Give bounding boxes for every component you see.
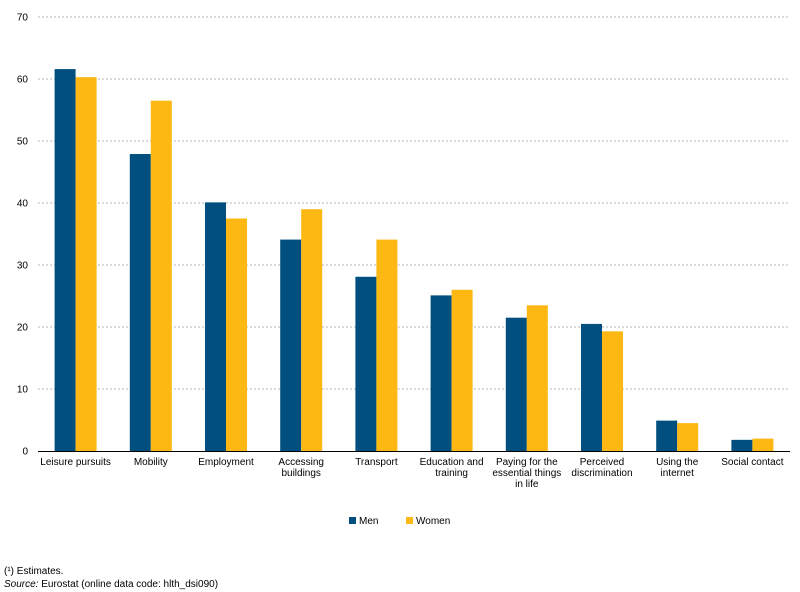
x-tick-label-line: Perceived (580, 457, 624, 468)
bar-chart: 0 10 20 30 40 50 60 70 Leisure pursuits Mobility… (17, 13, 790, 527)
x-tick-label: Leisure pursuits (40, 457, 111, 468)
x-tick-label-line: Accessing (278, 457, 324, 468)
bar-men (731, 439, 753, 451)
bar-men (505, 317, 527, 451)
x-tick-label-line: buildings (281, 468, 320, 479)
y-tick-label: 50 (17, 137, 29, 148)
x-tick-label-line: Education and (420, 457, 484, 468)
source-text: Eurostat (online data code: hlth_dsi090) (38, 579, 219, 590)
x-tick-label: Perceived discrimination (571, 457, 632, 479)
x-tick-label: Transport (355, 457, 398, 468)
bar-men (205, 202, 226, 451)
footnote-source: Source: Eurostat (online data code: hlth… (4, 579, 218, 591)
bars (54, 69, 774, 451)
bar-women (451, 289, 473, 451)
legend: Men Women (349, 516, 450, 527)
x-tick-label-line: in life (515, 479, 539, 490)
y-axis-ticks: 0 10 20 30 40 50 60 70 (17, 13, 29, 458)
x-tick-label-line: Leisure pursuits (40, 457, 111, 468)
bar-women (677, 423, 699, 451)
bar-women (301, 209, 323, 451)
y-tick-label: 40 (17, 199, 29, 210)
footnote-estimates: (¹) Estimates. (4, 566, 64, 577)
bar-women (226, 218, 247, 451)
x-tick-label: Social contact (721, 457, 783, 468)
bar-women (75, 77, 97, 451)
x-tick-label-line: training (435, 468, 468, 479)
y-tick-label: 60 (17, 75, 29, 86)
legend-label-women: Women (416, 516, 450, 527)
x-tick-label: Accessing buildings (278, 457, 324, 479)
bar-men (581, 323, 602, 451)
x-tick-label-line: Paying for the (496, 457, 558, 468)
bar-women (526, 305, 548, 451)
x-tick-label-line: Using the (656, 457, 699, 468)
y-tick-label: 70 (17, 13, 29, 24)
legend-label-men: Men (359, 516, 378, 527)
bar-men (355, 276, 377, 451)
bar-women (150, 100, 172, 451)
bar-women (602, 331, 623, 451)
source-label: Source: (4, 579, 39, 590)
x-tick-label-line: Mobility (134, 457, 168, 468)
x-tick-label: Employment (198, 457, 254, 468)
bar-men (280, 239, 302, 451)
y-tick-label: 20 (17, 323, 29, 334)
x-tick-label-line: essential things (492, 468, 561, 479)
bar-men (54, 69, 76, 451)
bar-women (752, 438, 774, 451)
bar-men (129, 154, 151, 451)
x-tick-label-line: internet (661, 468, 695, 479)
x-tick-label: Education and training (420, 457, 484, 479)
x-tick-label: Paying for the essential things in life (492, 457, 561, 490)
x-tick-label-line: Social contact (721, 457, 783, 468)
bar-men (656, 420, 678, 451)
y-tick-label: 0 (22, 447, 28, 458)
x-axis-labels: Leisure pursuits Mobility Employment Access… (40, 457, 783, 490)
x-tick-label-line: discrimination (571, 468, 632, 479)
y-tick-label: 10 (17, 385, 29, 396)
x-tick-label-line: Employment (198, 457, 254, 468)
bar-men (430, 295, 452, 451)
y-tick-label: 30 (17, 261, 29, 272)
bar-women (376, 239, 398, 451)
x-tick-label: Mobility (134, 457, 168, 468)
legend-swatch-women (406, 517, 413, 524)
x-tick-label-line: Transport (355, 457, 398, 468)
legend-swatch-men (349, 517, 356, 524)
x-tick-label: Using the internet (656, 457, 699, 479)
